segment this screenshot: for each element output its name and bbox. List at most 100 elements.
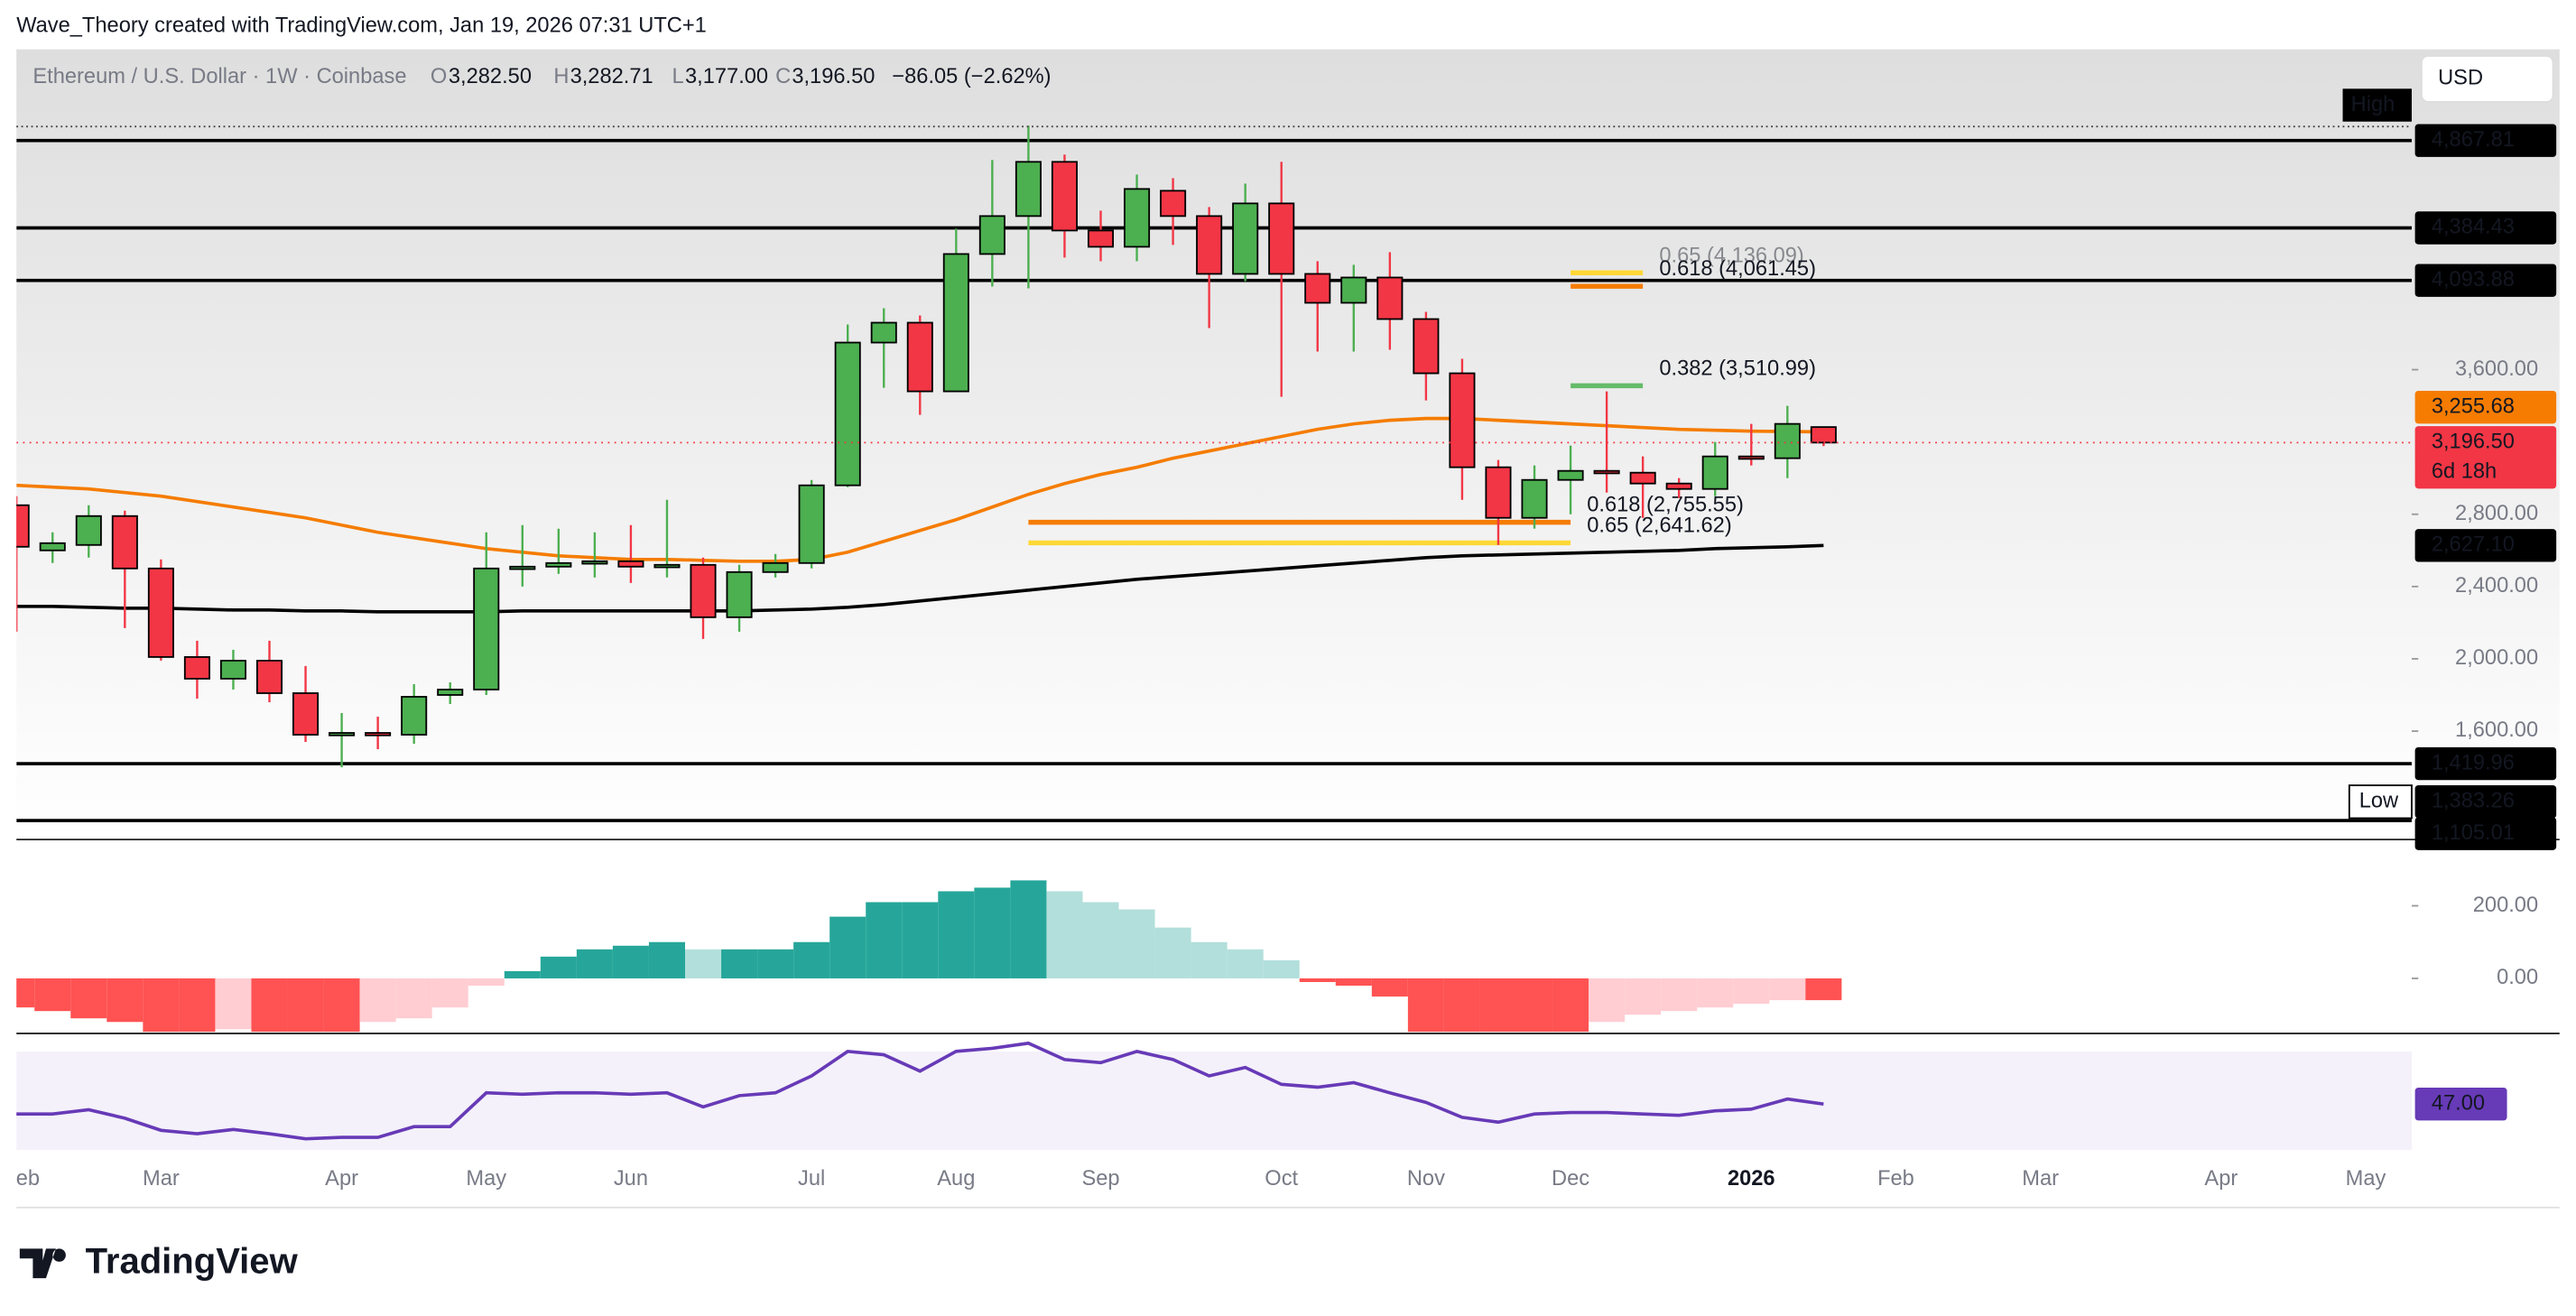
low-value: 1,383.26 bbox=[2432, 790, 2515, 813]
x-tick-label: Apr bbox=[2204, 1167, 2238, 1191]
macd-bar bbox=[1805, 978, 1842, 1001]
macd-bar bbox=[685, 949, 722, 978]
candle-body bbox=[1268, 202, 1295, 275]
macd-bar bbox=[251, 978, 288, 1033]
macd-bar bbox=[1516, 978, 1553, 1033]
macd-bar bbox=[757, 949, 794, 978]
high-tag-bg bbox=[2342, 88, 2412, 122]
macd-bar bbox=[1299, 978, 1336, 982]
candle-body bbox=[473, 567, 500, 690]
macd-bar bbox=[143, 978, 180, 1033]
candle-body bbox=[1774, 422, 1801, 459]
candle-body bbox=[183, 655, 210, 680]
price-pane bbox=[16, 49, 2560, 839]
level-label-bg bbox=[2414, 746, 2557, 781]
fib-label: 0.382 (3,510.99) bbox=[1659, 357, 1816, 380]
ema-label: 3,255.68 bbox=[2432, 394, 2515, 418]
low-tag-bg bbox=[2348, 784, 2413, 820]
level-label-bg bbox=[2414, 264, 2557, 297]
x-tick-label: Apr bbox=[325, 1167, 358, 1191]
macd-bar bbox=[1769, 978, 1806, 1001]
candle-body bbox=[111, 514, 138, 570]
level-label: 1,419.96 bbox=[2432, 751, 2515, 774]
macd-bar bbox=[1227, 949, 1264, 978]
candle-body bbox=[1196, 215, 1223, 275]
x-tick-label: May bbox=[2346, 1167, 2386, 1191]
macd-bar bbox=[576, 949, 613, 978]
macd-bar bbox=[1082, 902, 1119, 978]
macd-bar bbox=[1479, 978, 1517, 1033]
x-tick-label: Jun bbox=[614, 1167, 648, 1191]
candle-body bbox=[1232, 202, 1259, 275]
legend-high: 3,282.71 bbox=[570, 65, 653, 88]
level-label: 4,867.81 bbox=[2432, 128, 2515, 152]
candle-body bbox=[365, 732, 392, 737]
ema-label-bg bbox=[2414, 390, 2557, 424]
price-tag: 3,196.50 bbox=[2432, 431, 2515, 454]
candle-body bbox=[39, 542, 66, 551]
rsi-band bbox=[16, 1051, 2412, 1151]
legend-low: 3,177.00 bbox=[685, 65, 768, 88]
legend-close: 3,196.50 bbox=[792, 65, 875, 88]
macd-bar bbox=[1589, 978, 1626, 1023]
candle-body bbox=[617, 560, 644, 568]
y-tick-label: 2,400.00 bbox=[2455, 574, 2538, 598]
moving-average bbox=[16, 416, 1824, 563]
macd-bar bbox=[612, 945, 649, 978]
legend-o: O bbox=[431, 65, 447, 88]
candle-body bbox=[1665, 482, 1692, 490]
x-tick-label: eb bbox=[16, 1167, 40, 1191]
macd-bar bbox=[829, 916, 866, 978]
macd-bar bbox=[1191, 941, 1228, 978]
y-tick-label: 2,000.00 bbox=[2455, 646, 2538, 670]
candle-body bbox=[653, 563, 681, 569]
currency[interactable]: USD bbox=[2438, 67, 2483, 90]
x-tick-label: Jul bbox=[798, 1167, 825, 1191]
candle-body bbox=[762, 561, 789, 573]
y-tick-label: 1,600.00 bbox=[2455, 718, 2538, 742]
macd-bar bbox=[866, 902, 903, 978]
rsi-line bbox=[16, 1041, 1824, 1141]
x-tick-label: Mar bbox=[2022, 1167, 2059, 1191]
fib-label: 0.65 (4,136.09) bbox=[1659, 244, 1803, 267]
macd-bar bbox=[1118, 909, 1155, 978]
candle-body bbox=[147, 567, 174, 658]
macd-bar bbox=[468, 978, 505, 987]
candle-body bbox=[1557, 469, 1584, 481]
macd-bar bbox=[504, 970, 541, 978]
macd-bar bbox=[1552, 978, 1589, 1033]
legend-c: C bbox=[775, 65, 791, 88]
candle-body bbox=[1629, 471, 1656, 485]
macd-bar bbox=[1046, 891, 1083, 978]
macd-bar bbox=[1371, 978, 1408, 997]
low-tag: Low bbox=[2359, 790, 2399, 813]
macd-bar bbox=[1263, 959, 1300, 978]
candle-body bbox=[1376, 276, 1404, 320]
x-tick-label: 2026 bbox=[1728, 1167, 1775, 1191]
candle-body bbox=[870, 321, 897, 344]
countdown: 6d 18h bbox=[2432, 459, 2497, 483]
candle-body bbox=[509, 565, 536, 570]
candle-body bbox=[329, 732, 356, 737]
rsi-tag: 47.00 bbox=[2432, 1091, 2485, 1115]
currency-button[interactable] bbox=[2420, 55, 2554, 103]
macd-bar bbox=[70, 978, 107, 1019]
candle-body bbox=[1449, 372, 1476, 468]
level-label-bg bbox=[2414, 211, 2557, 245]
macd-plot bbox=[16, 880, 1842, 1033]
macd-bar bbox=[938, 891, 975, 978]
macd-bar bbox=[1697, 978, 1734, 1008]
level-label-bg bbox=[2414, 124, 2557, 157]
brand: TradingView bbox=[86, 1241, 299, 1281]
x-tick-label: Dec bbox=[1552, 1167, 1589, 1191]
candle-body bbox=[1810, 426, 1837, 444]
macd-bar bbox=[1733, 978, 1770, 1005]
y-tick-label: 2,800.00 bbox=[2455, 502, 2538, 525]
candle-body bbox=[401, 696, 428, 736]
candle-body bbox=[75, 514, 102, 546]
fib-label: 0.618 (4,061.45) bbox=[1659, 257, 1816, 281]
candle-body bbox=[581, 560, 608, 565]
macd-tick-label: 0.00 bbox=[2497, 966, 2538, 989]
legend-l: L bbox=[672, 65, 683, 88]
